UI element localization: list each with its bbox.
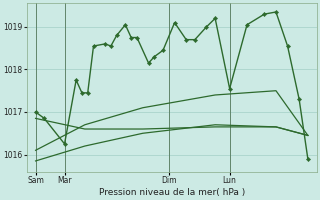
X-axis label: Pression niveau de la mer( hPa ): Pression niveau de la mer( hPa ) <box>99 188 245 197</box>
